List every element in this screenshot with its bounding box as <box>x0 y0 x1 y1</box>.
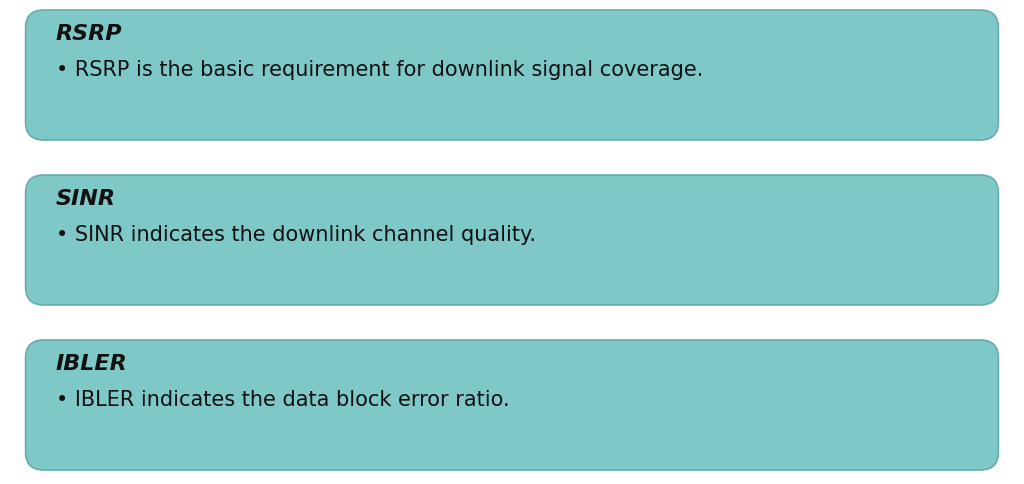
FancyBboxPatch shape <box>26 175 998 305</box>
FancyBboxPatch shape <box>26 340 998 470</box>
Text: IBLER: IBLER <box>55 354 127 374</box>
FancyBboxPatch shape <box>26 10 998 140</box>
Text: SINR: SINR <box>55 189 116 209</box>
Text: RSRP: RSRP <box>55 24 122 44</box>
Text: • RSRP is the basic requirement for downlink signal coverage.: • RSRP is the basic requirement for down… <box>55 60 702 80</box>
Text: • IBLER indicates the data block error ratio.: • IBLER indicates the data block error r… <box>55 390 509 410</box>
Text: • SINR indicates the downlink channel quality.: • SINR indicates the downlink channel qu… <box>55 225 536 245</box>
